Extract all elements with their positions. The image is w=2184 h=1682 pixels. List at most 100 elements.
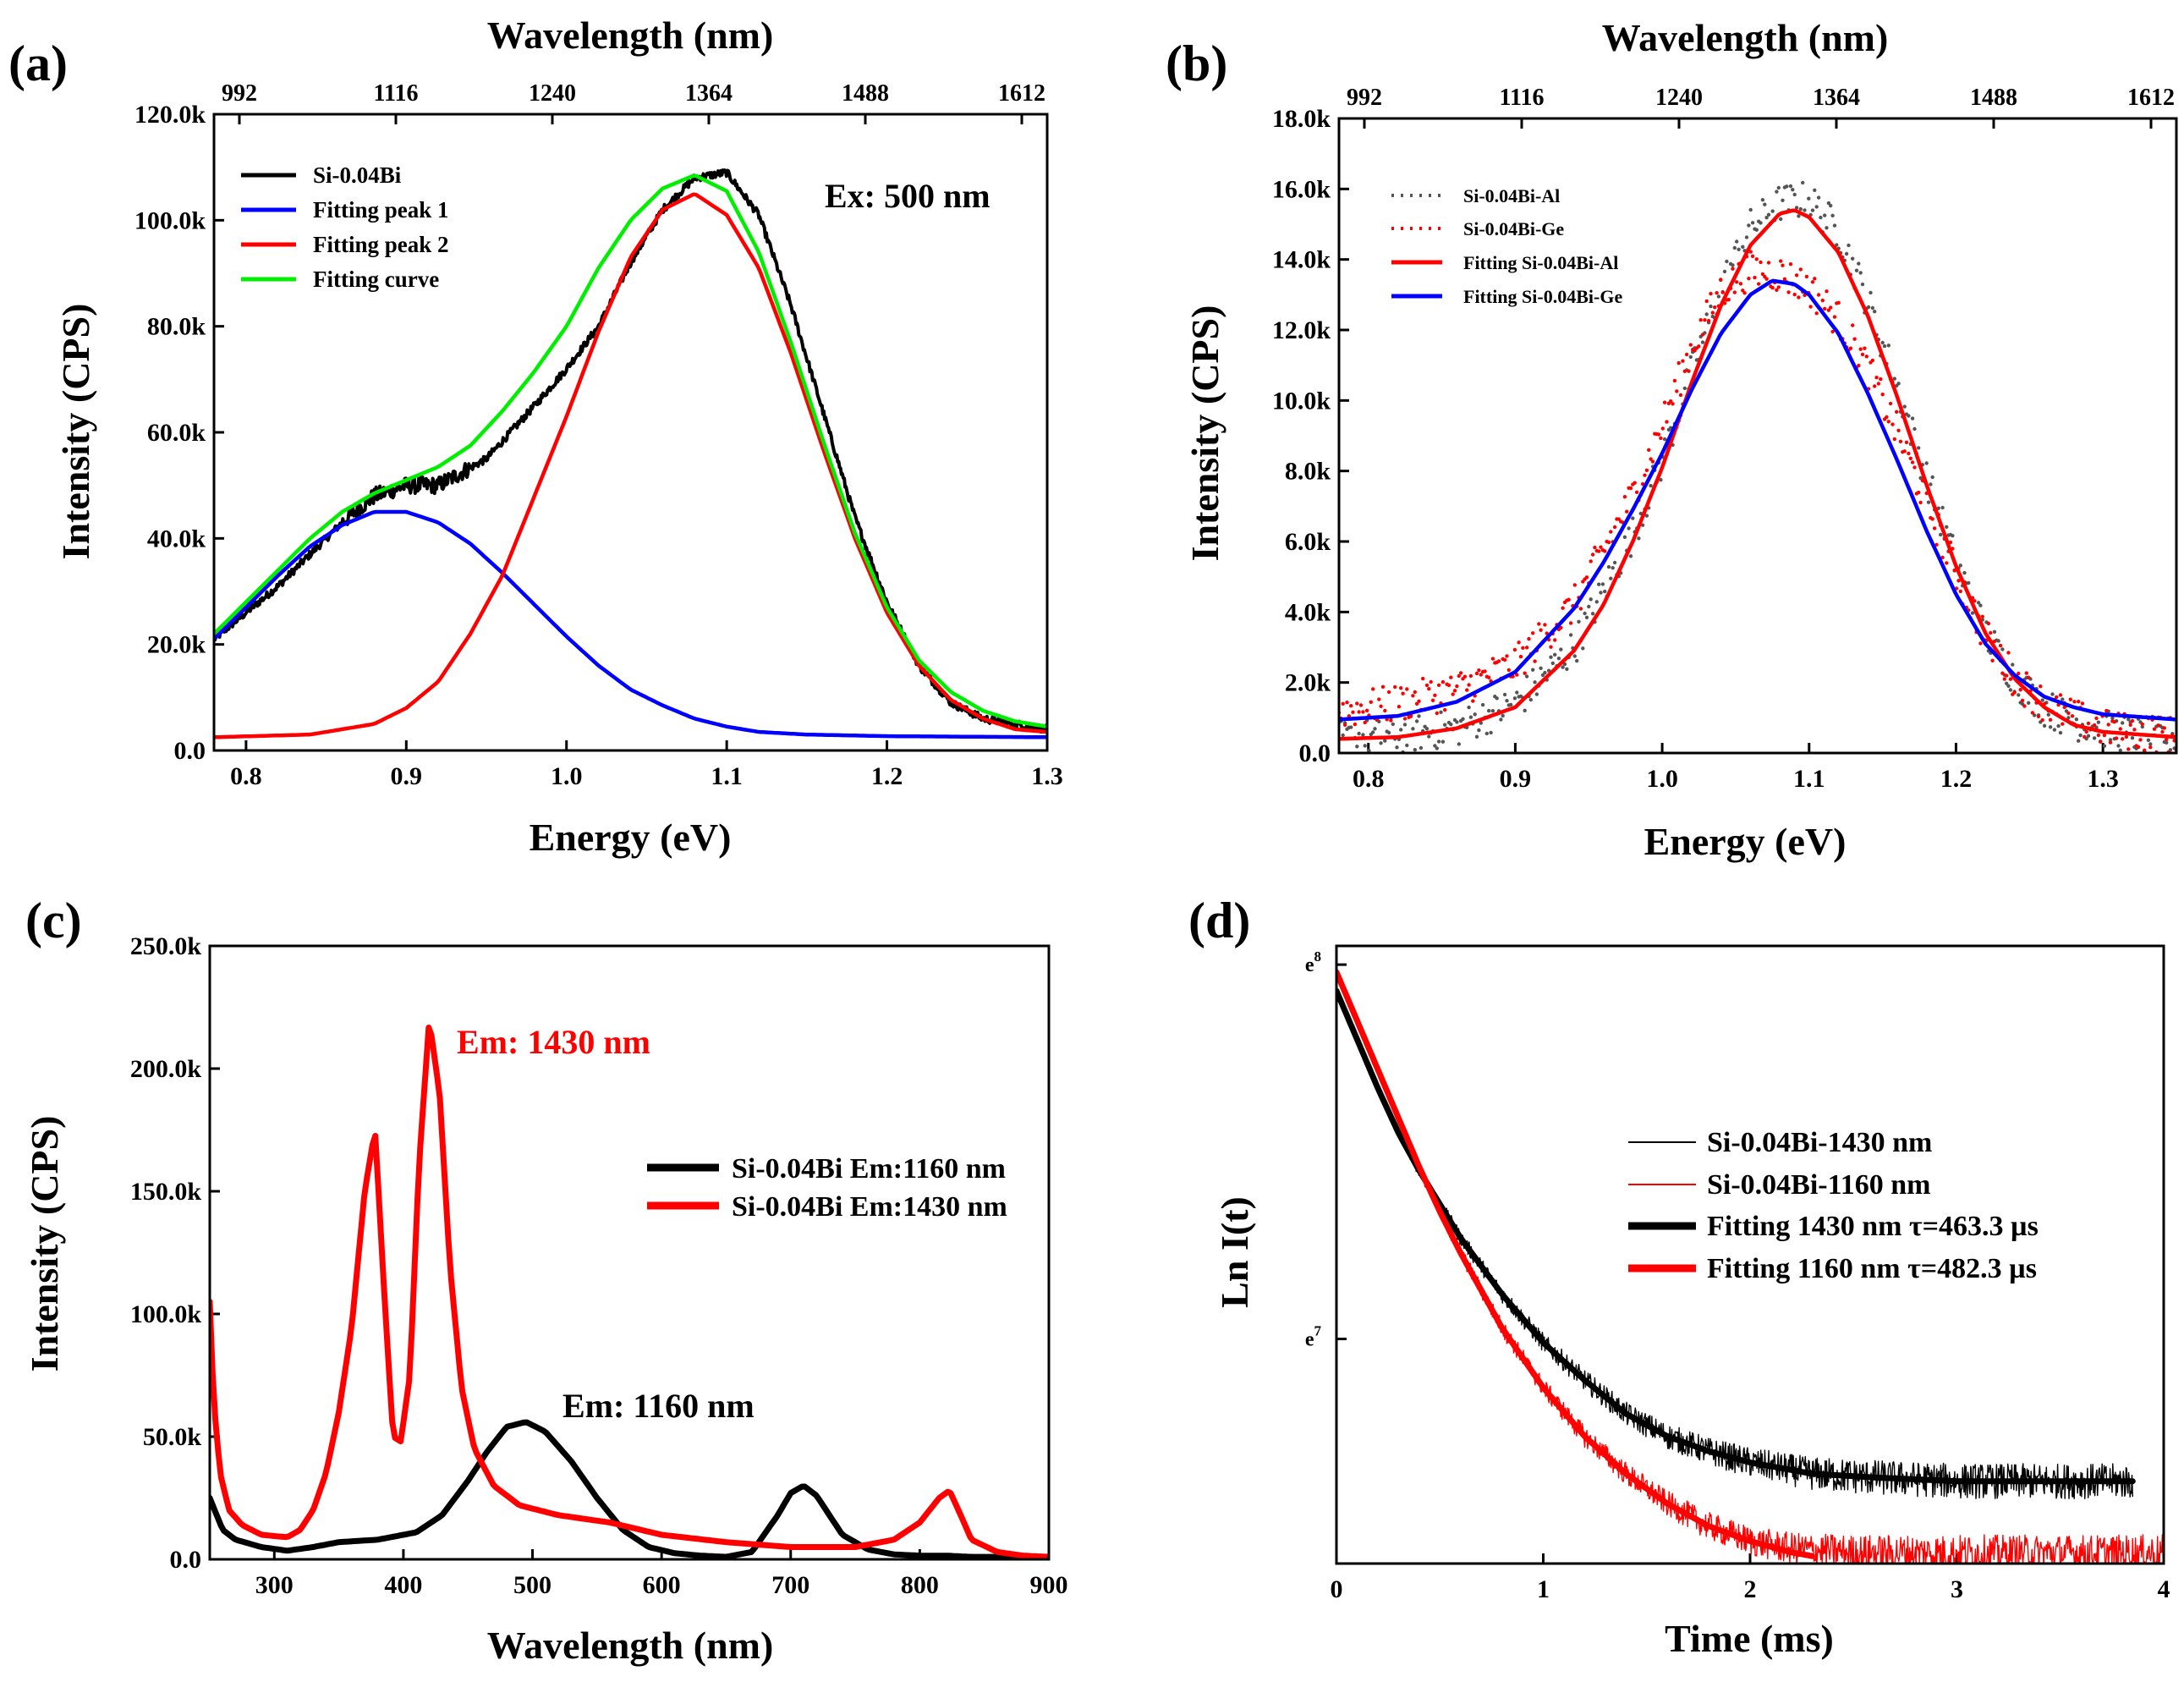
data-point — [1775, 288, 1779, 292]
data-point — [2102, 733, 2107, 738]
data-point — [2118, 748, 2122, 753]
series-layer — [1339, 180, 2176, 753]
x-tick-label: 500 — [513, 1571, 551, 1599]
top-ticks: 992 1116 1240 1364 1488 1612 — [1347, 85, 2175, 129]
data-point — [2000, 647, 2005, 651]
data-point — [1945, 561, 1949, 565]
data-point — [1433, 693, 1437, 697]
y-tick-label: 150.0k — [130, 1178, 202, 1206]
data-point — [1505, 699, 1509, 703]
data-point — [1549, 645, 1553, 649]
data-point — [1457, 673, 1462, 679]
data-point — [1487, 675, 1491, 679]
data-point — [2116, 744, 2121, 748]
data-point — [1439, 710, 1443, 714]
data-point — [1858, 347, 1863, 351]
data-point — [2082, 734, 2087, 739]
data-point — [1804, 274, 1809, 279]
data-point — [1577, 619, 1581, 624]
top-tick-label: 1240 — [529, 80, 576, 107]
data-point — [2022, 704, 2027, 708]
data-point — [1700, 340, 1705, 344]
data-point — [1357, 731, 1361, 736]
top-tick-label: 1488 — [1970, 85, 2017, 111]
data-point — [2162, 726, 2166, 730]
data-point — [1424, 683, 1429, 688]
top-tick-label: 1612 — [998, 80, 1045, 107]
data-point — [1531, 668, 1535, 672]
x-ticks: 0.8 0.9 1.0 1.1 1.2 1.3 — [230, 740, 1063, 790]
data-point — [1644, 514, 1649, 518]
data-point — [2040, 698, 2044, 702]
data-point — [1517, 640, 1521, 645]
data-point — [1449, 675, 1453, 679]
data-point — [1509, 702, 1513, 707]
data-point — [1830, 329, 1835, 334]
y-ticks: 0.0 50.0k 100.0k 150.0k 200.0k 250.0k — [130, 932, 220, 1574]
data-point — [1912, 465, 1917, 470]
data-point — [2018, 688, 2022, 692]
y-tick-label: 20.0k — [147, 631, 206, 659]
data-point — [2152, 727, 2157, 731]
data-point — [2005, 681, 2009, 685]
data-point — [1489, 730, 1493, 735]
data-point — [1342, 723, 1347, 727]
data-point — [1930, 517, 1934, 521]
data-point — [1371, 687, 1375, 691]
x-axis-title: Wavelength (nm) — [487, 1624, 774, 1667]
x-tick-label: 1.3 — [1031, 762, 1063, 790]
data-point — [1553, 638, 1557, 642]
y-axis-title: Intensity (CPS) — [54, 304, 97, 560]
data-point — [2030, 711, 2035, 715]
x-tick-label: 4 — [2158, 1575, 2170, 1603]
data-point — [2052, 728, 2057, 732]
data-point — [1367, 748, 1371, 753]
data-point — [1524, 674, 1529, 679]
data-point — [1819, 215, 1823, 220]
data-point — [2130, 736, 2135, 740]
data-point — [2130, 718, 2135, 723]
data-point — [1561, 665, 1565, 669]
data-point — [2012, 690, 2017, 695]
data-point — [1797, 295, 1801, 300]
data-point — [1918, 500, 1923, 505]
panel-a: (a) Wavelength (nm) Energy (eV) Intensit… — [8, 14, 1063, 859]
data-point — [1496, 659, 1501, 663]
data-point — [1879, 377, 1883, 382]
data-point — [1622, 495, 1627, 499]
data-point — [2000, 671, 2005, 675]
data-point — [1760, 198, 1765, 202]
data-point — [1857, 261, 1861, 266]
data-point — [1857, 363, 1861, 368]
data-point — [1446, 683, 1451, 688]
data-point — [1926, 500, 1931, 504]
data-point — [1553, 652, 1557, 657]
legend-label-fitting-peak-1: Fitting peak 1 — [313, 197, 449, 223]
data-point — [1518, 654, 1523, 659]
data-point — [1417, 714, 1421, 718]
data-point — [1698, 318, 1703, 322]
data-point — [2077, 700, 2081, 704]
data-point — [1572, 583, 1578, 587]
data-point — [1395, 745, 1399, 750]
data-point — [2124, 734, 2129, 739]
data-point — [2072, 700, 2077, 704]
data-point — [1930, 475, 1934, 480]
data-point — [1369, 700, 1374, 704]
data-point — [1644, 468, 1649, 472]
y-tick-label: e8 — [1305, 948, 1321, 976]
series-fitting-peak-1 — [214, 509, 1047, 739]
data-point — [1584, 615, 1589, 619]
data-point — [1764, 216, 1769, 220]
series-fitting-si-0-04bi-ge — [1339, 278, 2176, 722]
data-point — [2046, 712, 2050, 717]
data-point — [1662, 400, 1667, 404]
data-point — [1455, 720, 1459, 724]
data-point — [1628, 554, 1633, 558]
data-point — [2048, 725, 2053, 729]
legend: Si-0.04Bi Fitting peak 1 Fitting peak 2 … — [241, 162, 449, 292]
data-point — [1559, 625, 1563, 630]
data-point — [2108, 738, 2113, 742]
annotation-em-1430: Em: 1430 nm — [457, 1023, 650, 1061]
